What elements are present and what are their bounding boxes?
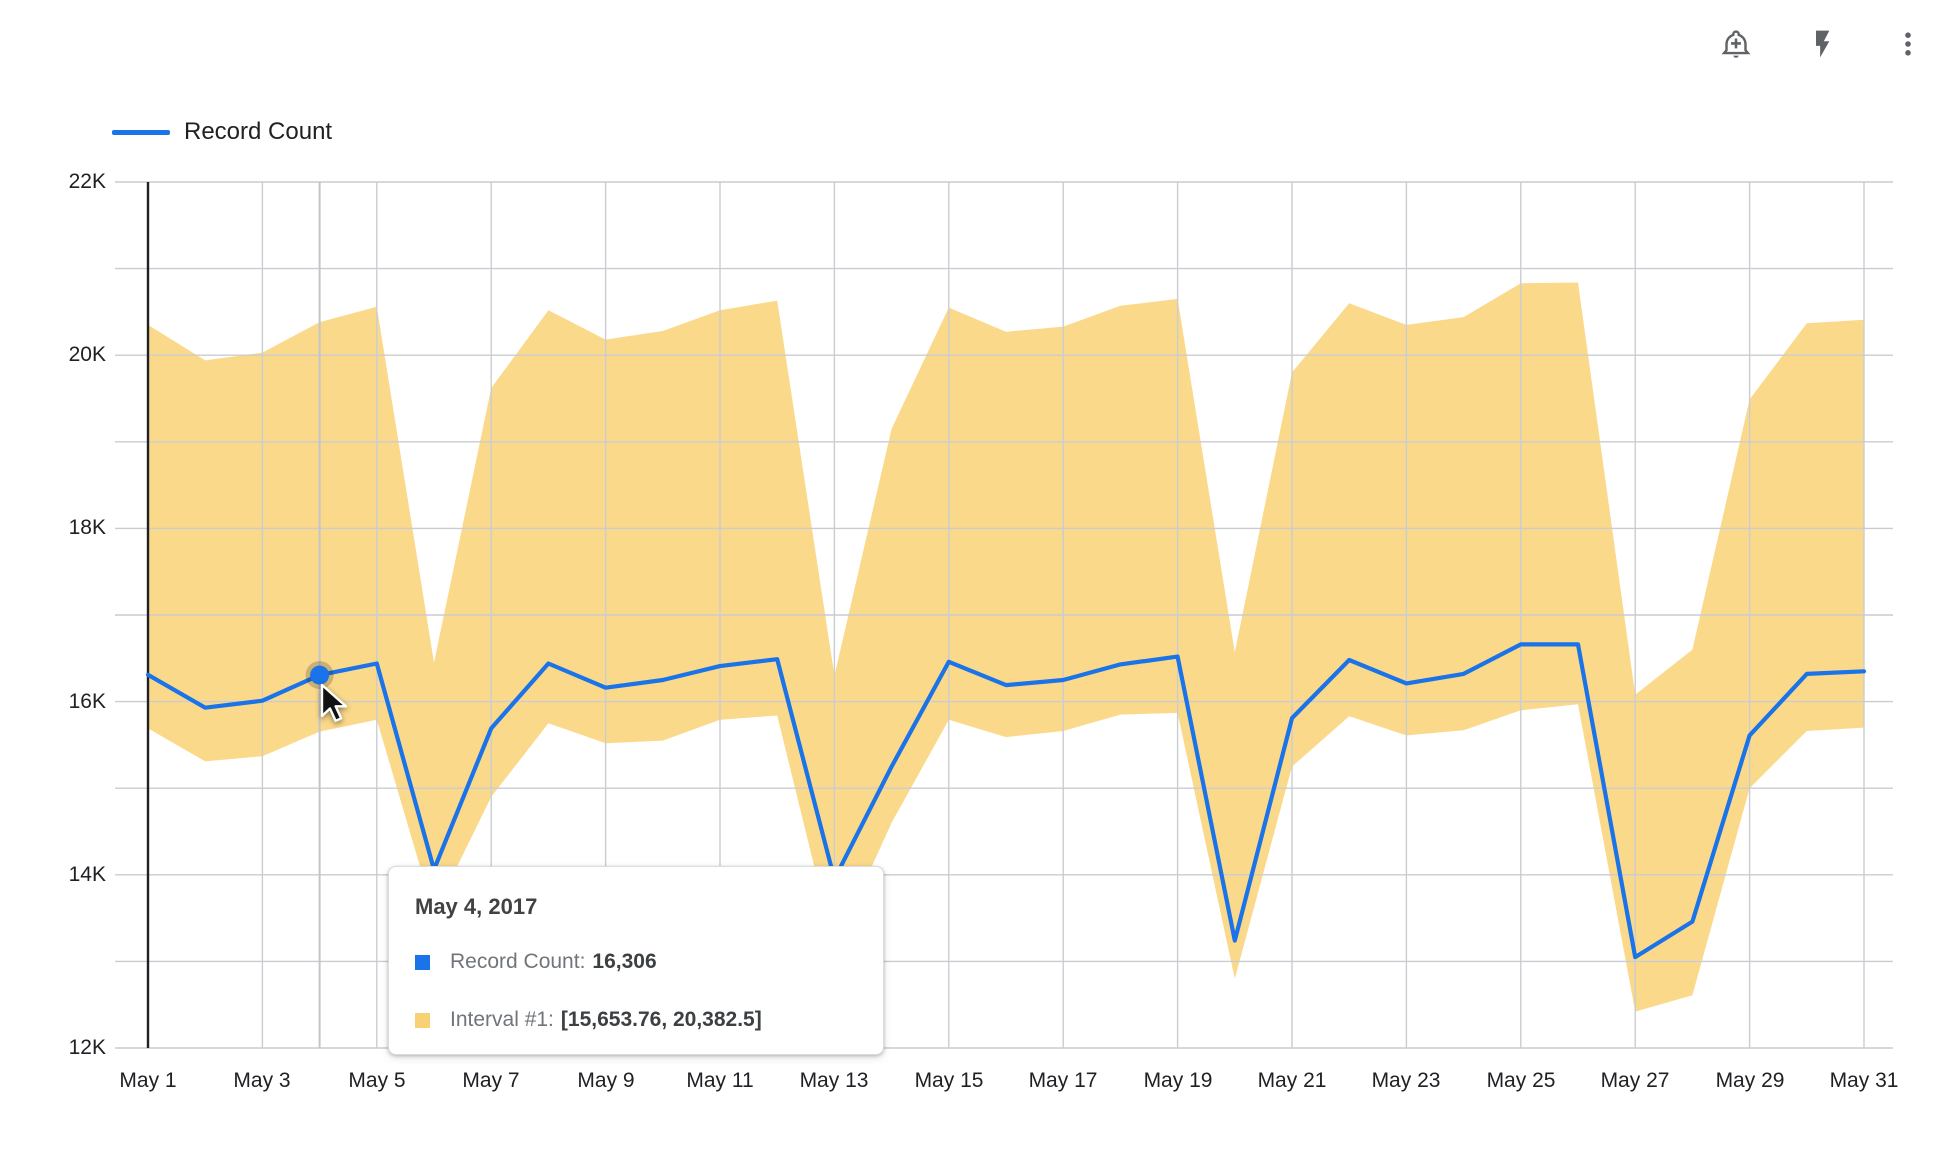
x-tick-label: May 31 [1829, 1069, 1899, 1092]
chart-toolbar [1714, 22, 1930, 66]
x-tick-label: May 15 [914, 1069, 984, 1092]
x-tick-label: May 13 [799, 1069, 869, 1092]
tooltip-row-interval: Interval #1: [15,653.76, 20,382.5] [415, 1008, 762, 1032]
bolt-icon [1816, 30, 1830, 58]
interval-band [148, 282, 1864, 1012]
tooltip-date: May 4, 2017 [415, 894, 538, 919]
interval-swatch [415, 1012, 430, 1028]
hover-tooltip: May 4, 2017 Record Count: 16,306 Interva… [388, 866, 884, 1055]
y-tick-label: 12K [68, 1036, 106, 1059]
x-tick-label: May 25 [1486, 1069, 1556, 1092]
x-tick-label: May 1 [119, 1069, 177, 1092]
x-tick-label: May 21 [1257, 1069, 1327, 1092]
x-tick-label: May 11 [686, 1069, 754, 1092]
bolt-button[interactable] [1800, 22, 1844, 66]
x-tick-label: May 17 [1028, 1069, 1098, 1092]
more-vert-icon [1905, 32, 1911, 56]
mouse-cursor-icon [320, 683, 348, 722]
tooltip-row-record-count: Record Count: 16,306 [415, 950, 657, 974]
x-tick-label: May 23 [1371, 1069, 1441, 1092]
x-tick-label: May 5 [348, 1069, 406, 1092]
x-tick-label: May 3 [233, 1069, 291, 1092]
x-tick-label: May 9 [577, 1069, 635, 1092]
x-tick-label: May 27 [1600, 1069, 1670, 1092]
add-alert-button[interactable] [1714, 22, 1758, 66]
hovered-point [310, 665, 330, 685]
y-tick-label: 20K [68, 343, 106, 366]
record-count-swatch [415, 954, 430, 970]
y-tick-label: 14K [68, 863, 106, 886]
x-tick-label: May 19 [1143, 1069, 1213, 1092]
y-tick-label: 22K [68, 170, 106, 193]
legend-item-record-count[interactable]: Record Count [112, 118, 332, 146]
y-tick-label: 18K [68, 516, 106, 539]
x-tick-label: May 29 [1715, 1069, 1785, 1092]
more-options-button[interactable] [1886, 22, 1930, 66]
legend-label: Record Count [184, 118, 333, 145]
add-alert-icon [1721, 30, 1751, 58]
x-tick-label: May 7 [462, 1069, 520, 1092]
legend-line-swatch [112, 129, 170, 135]
y-tick-label: 16K [68, 690, 106, 713]
